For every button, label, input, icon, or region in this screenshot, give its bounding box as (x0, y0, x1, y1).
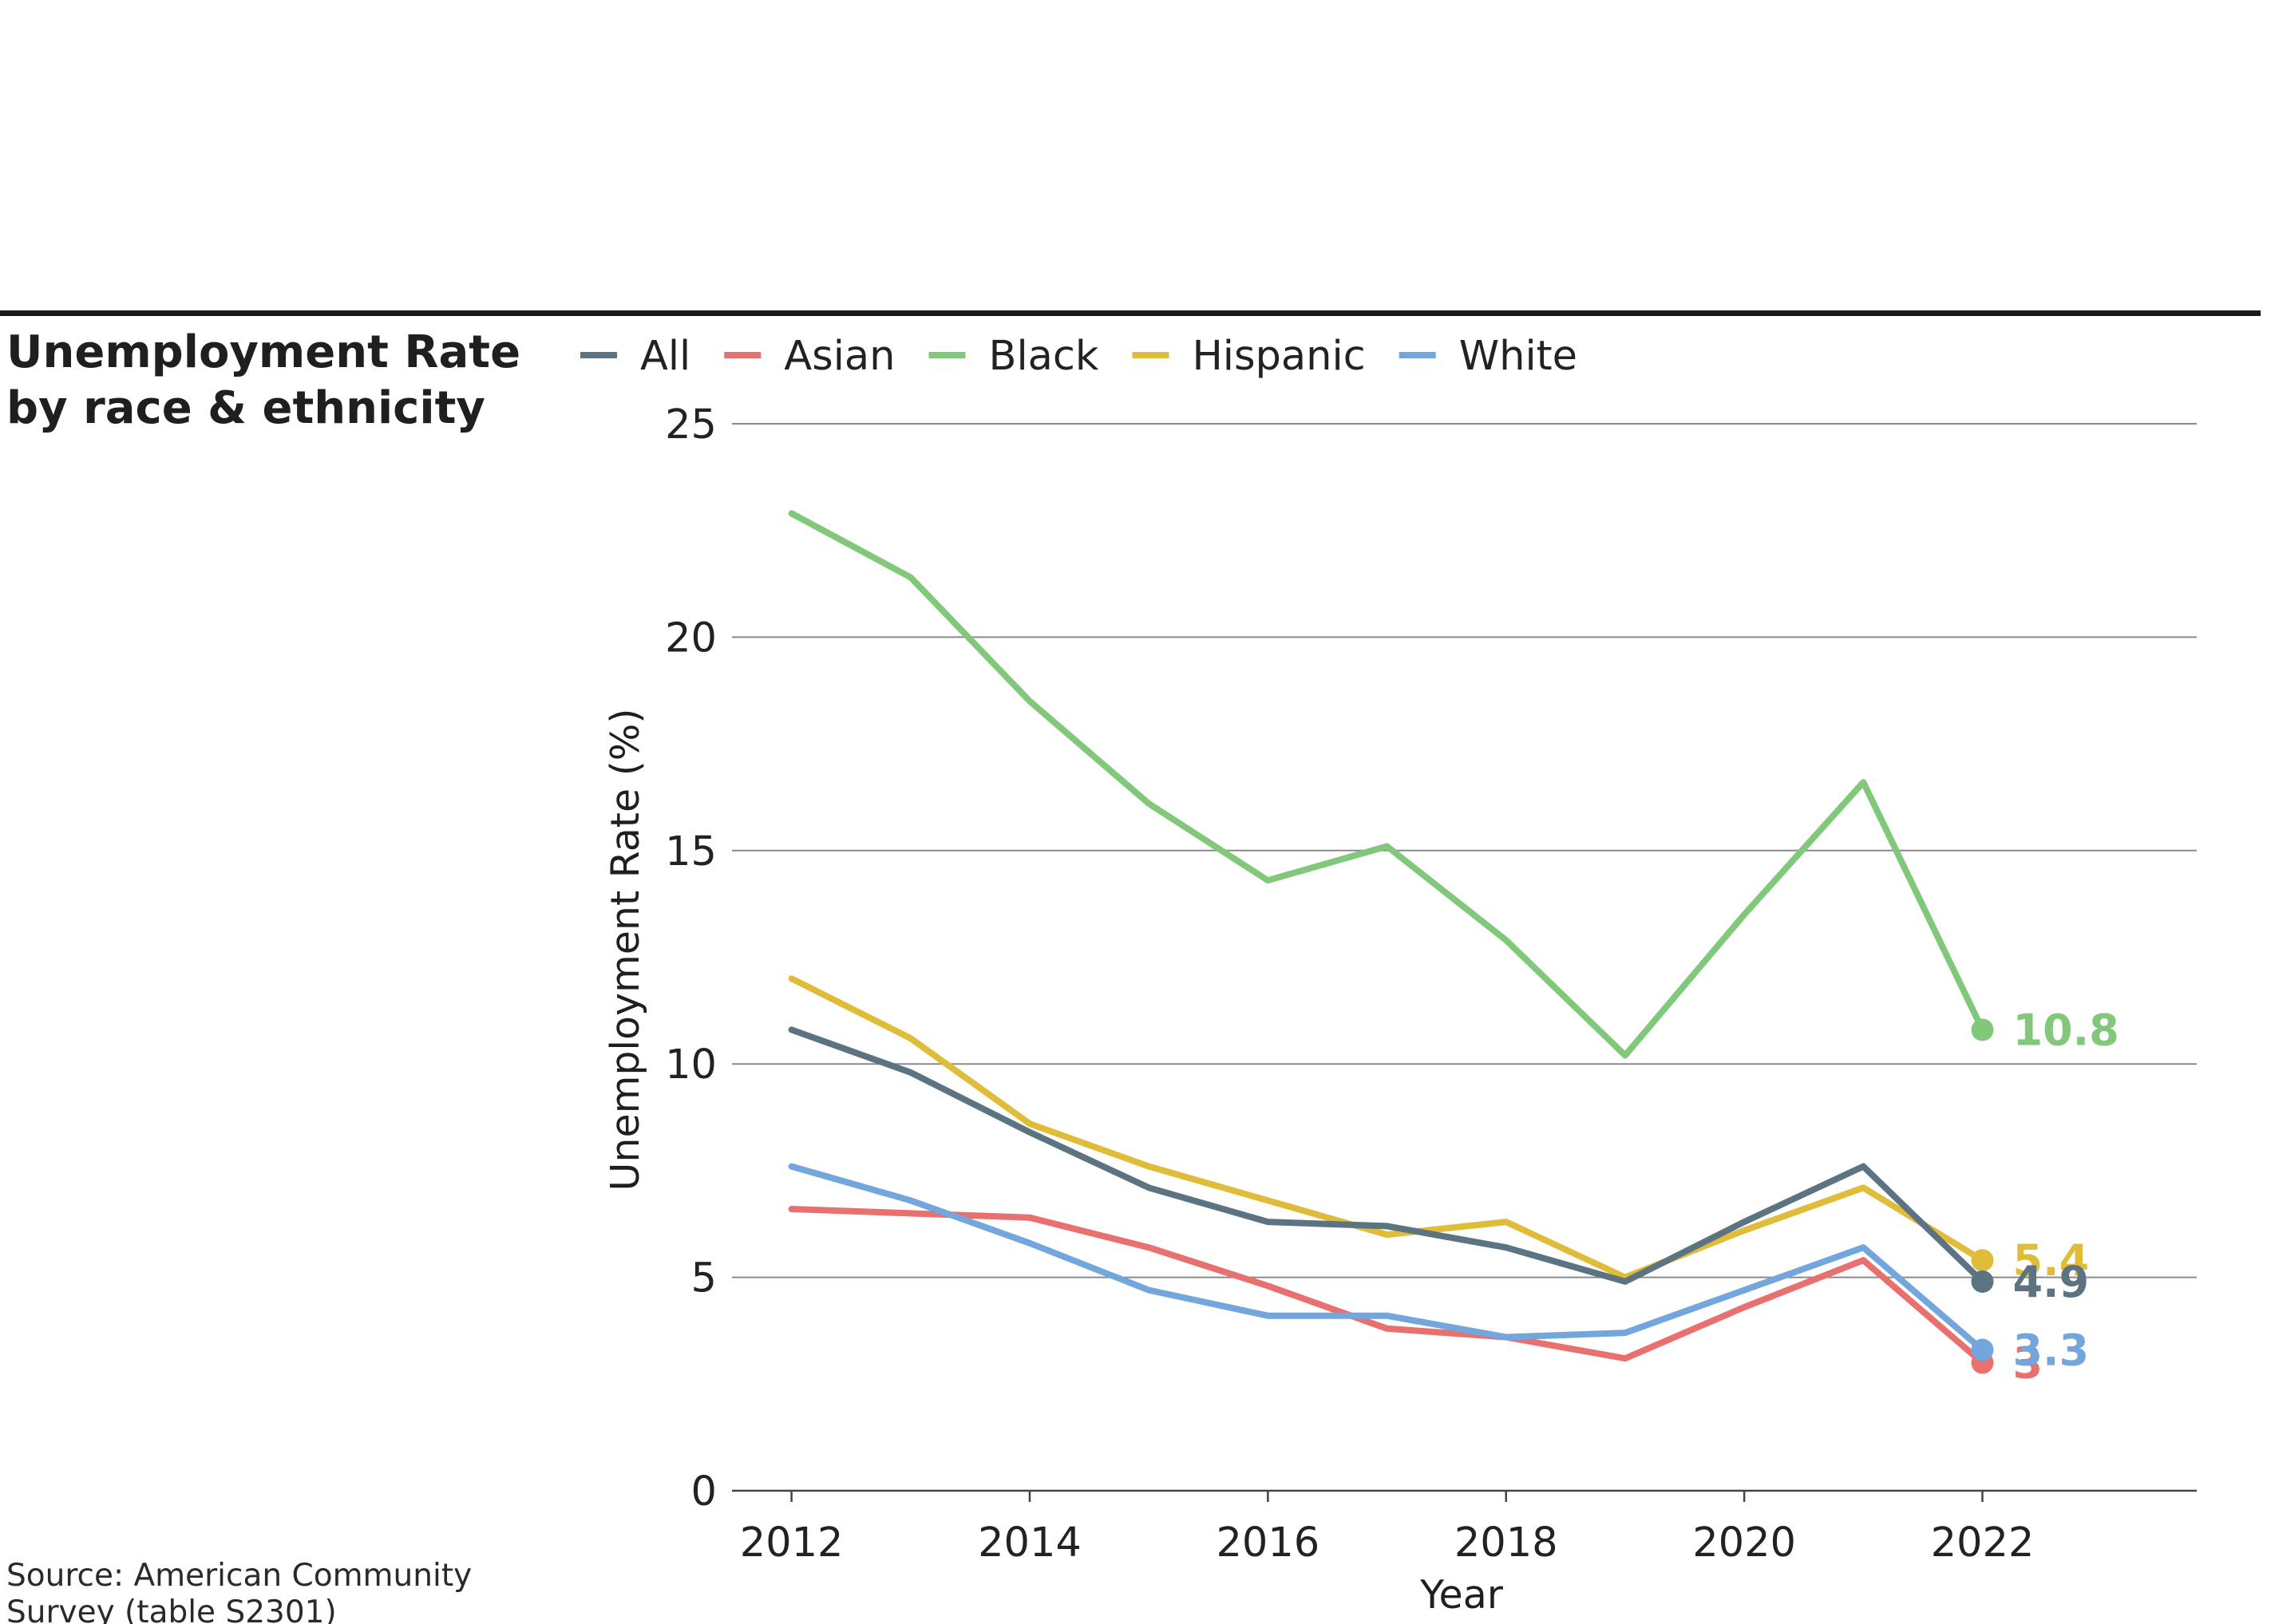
legend-item-black: Black (928, 333, 1099, 380)
source-line-1: Source: American Community (6, 1558, 472, 1594)
legend-label-asian: Asian (784, 333, 895, 380)
legend-label-all: All (640, 333, 690, 380)
chart-title-line-1: Unemployment Rate (6, 326, 520, 378)
series-line-black (788, 510, 1986, 1059)
x-tick-label: 2020 (1692, 1519, 1796, 1567)
y-tick-label: 20 (665, 614, 717, 662)
series-line-all (788, 1026, 1986, 1285)
legend-label-black: Black (988, 333, 1098, 380)
chart-title-line-2: by race & ethnicity (6, 382, 485, 434)
end-marker-white (1971, 1338, 1994, 1361)
legend-item-white: White (1399, 333, 1577, 380)
series-line-white (788, 1163, 1986, 1353)
legend-item-all: All (580, 333, 690, 380)
end-labels: 10.8 5.44.9 33.3 (2012, 1005, 2119, 1388)
end-label-white: 3.3 (2012, 1326, 2089, 1376)
end-marker-all (1971, 1270, 1994, 1293)
series-line-asian (788, 1206, 1986, 1366)
series-line-hispanic (788, 975, 1986, 1281)
end-label-all: 4.9 (2012, 1257, 2089, 1307)
end-marker-hispanic (1971, 1249, 1994, 1272)
y-tick-label: 15 (665, 828, 717, 875)
series-lines (788, 510, 1986, 1366)
x-tick-label: 2014 (978, 1519, 1082, 1567)
legend-item-asian: Asian (724, 333, 895, 380)
source-line-2: Survey (table S2301) (6, 1594, 337, 1624)
x-axis-ticks: 2012 2014 2016 2018 2020 2022 (740, 1491, 2035, 1567)
gridlines (732, 423, 2197, 1492)
legend-label-hispanic: Hispanic (1192, 333, 1365, 380)
end-label-hispanic: 5.4 (2012, 1235, 2089, 1286)
y-tick-label: 10 (665, 1041, 717, 1089)
end-markers (1971, 1018, 1994, 1374)
y-axis-title: Unemployment Rate (%) (603, 709, 648, 1191)
end-label-black: 10.8 (2012, 1005, 2119, 1055)
x-tick-label: 2022 (1931, 1519, 2035, 1567)
end-label-asian: 3 (2012, 1338, 2043, 1389)
y-tick-label: 5 (691, 1255, 717, 1302)
y-axis-ticks: 0 5 10 15 20 25 (665, 401, 717, 1515)
top-rule (0, 310, 2261, 316)
end-marker-black (1971, 1018, 1994, 1041)
legend-label-white: White (1459, 333, 1577, 380)
x-tick-label: 2018 (1454, 1519, 1558, 1567)
x-tick-label: 2016 (1216, 1519, 1320, 1567)
legend: All Asian Black Hispanic White (580, 333, 1577, 380)
legend-item-hispanic: Hispanic (1132, 333, 1366, 380)
x-axis-title: Year (1419, 1572, 1504, 1618)
y-tick-label: 0 (691, 1468, 717, 1515)
x-tick-label: 2012 (740, 1519, 844, 1567)
y-tick-label: 25 (665, 401, 717, 448)
